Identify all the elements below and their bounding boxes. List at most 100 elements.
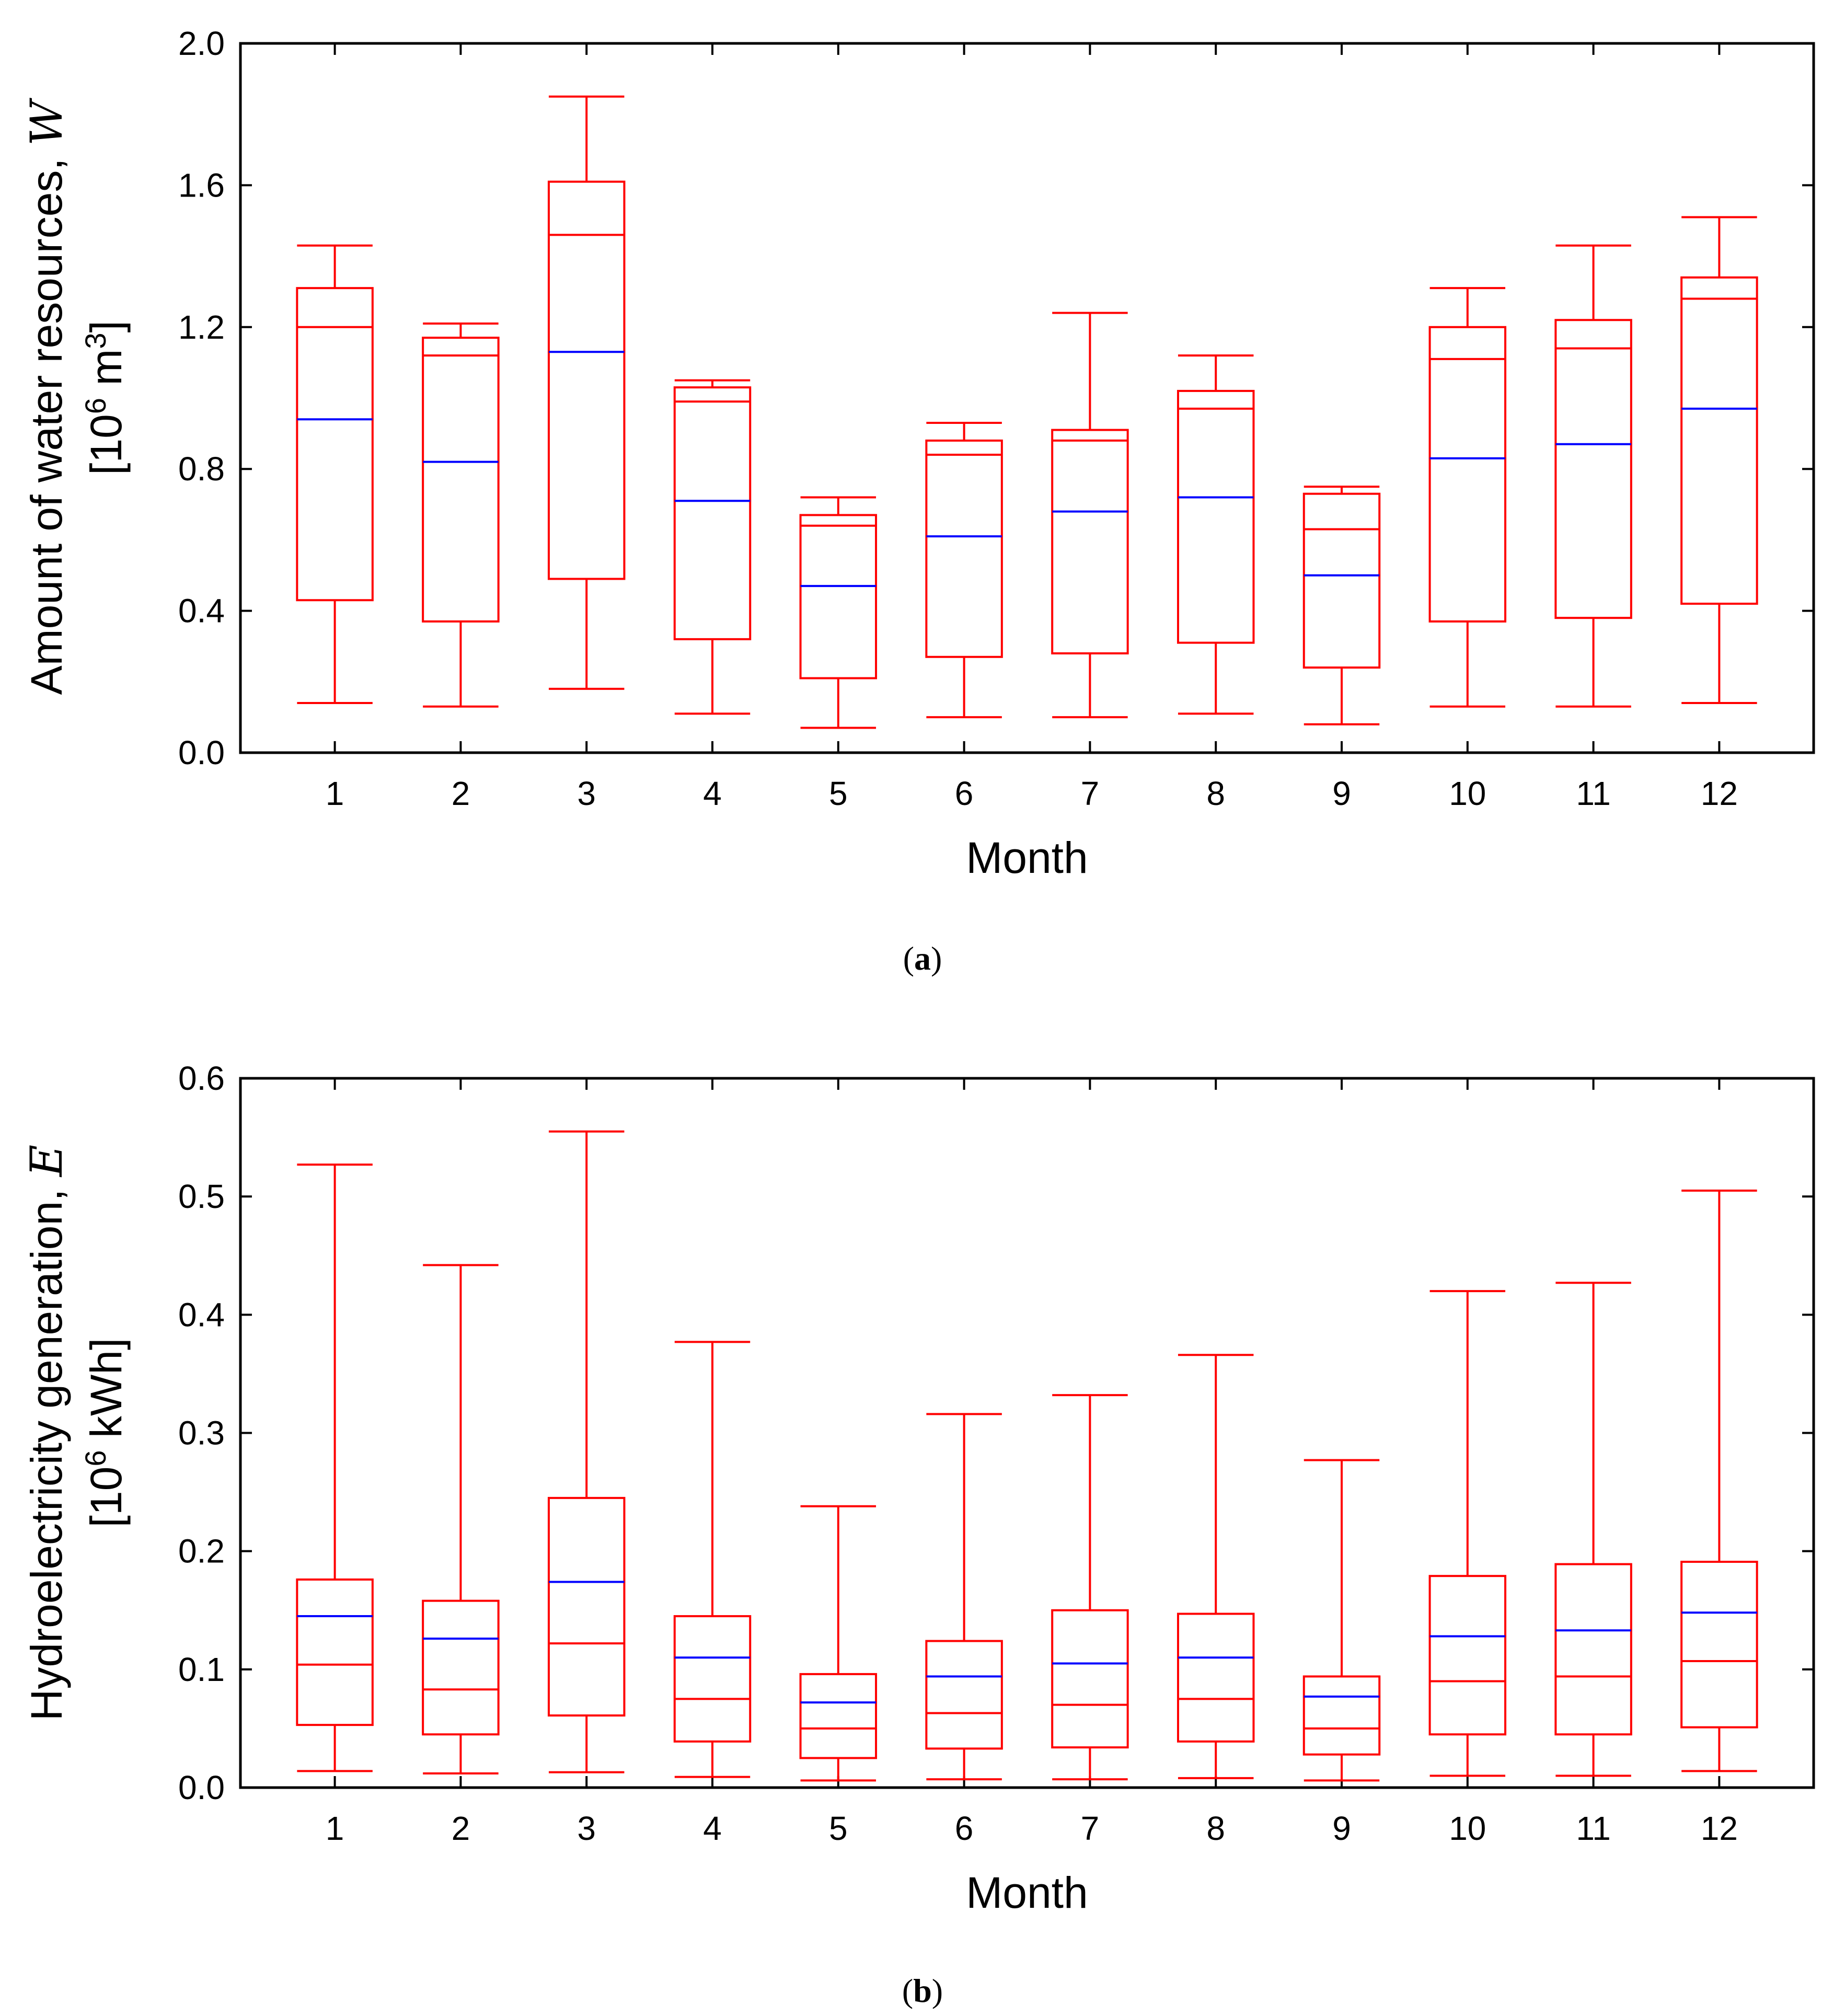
iqr-box: [925, 439, 1003, 658]
panel-a-y-unit-part-0: [10: [82, 414, 131, 475]
panel-b-caption-letter: b: [913, 1972, 932, 2009]
panel-b-box-month-5: [799, 1505, 878, 1782]
panel-a-boxes: [296, 95, 1758, 729]
panel-b-ticks: [240, 1077, 1814, 1789]
panel-a-x-tick-label: 6: [955, 775, 974, 812]
panel-b-y-unit-part-2: kWh]: [82, 1338, 131, 1450]
panel-a-y-tick-labels: 0.0 0.4 0.8 1.2 1.6 2.0: [178, 25, 225, 771]
panel-a-x-axis-title: Month: [966, 833, 1088, 882]
panel-b-y-tick-labels: 0.0 0.1 0.2 0.3 0.4 0.5 0.6: [178, 1059, 225, 1806]
panel-b-y-axis-title-text: Hydroelectricity generation,: [22, 1177, 71, 1721]
panel-b-x-tick-label: 12: [1701, 1810, 1738, 1847]
iqr-box: [673, 1615, 752, 1743]
panel-a-x-tick-label: 11: [1576, 775, 1610, 812]
panel-b-box-month-7: [1051, 1394, 1129, 1781]
panel-a-box-month-2: [422, 322, 500, 708]
panel-b-y-tick-label: 0.5: [178, 1178, 225, 1215]
panel-b-box-month-3: [547, 1130, 626, 1773]
panel-b-box-month-2: [422, 1264, 500, 1775]
iqr-box: [1051, 1609, 1129, 1749]
panel-a-box-month-6: [925, 421, 1003, 719]
panel-b-x-tick-label: 7: [1081, 1810, 1100, 1847]
iqr-box: [1177, 1612, 1255, 1743]
panel-a-y-tick-label: 2.0: [178, 25, 225, 62]
panel-a-y-unit-part-4: ]: [82, 320, 131, 332]
iqr-box: [1428, 326, 1507, 623]
iqr-box: [1554, 1563, 1632, 1736]
panel-a-x-tick-label: 2: [452, 775, 470, 812]
panel-a-caption-letter: a: [914, 940, 931, 977]
iqr-box: [799, 514, 878, 679]
iqr-box: [296, 1578, 374, 1726]
panel-b-caption: (b): [902, 1972, 943, 2009]
panel-a-x-tick-label: 12: [1701, 775, 1738, 812]
panel-b-y-axis-title-line1: Hydroelectricity generation, E: [21, 1145, 72, 1721]
panel-b-boxes: [296, 1130, 1758, 1782]
panel-a-caption: (a): [903, 940, 942, 977]
panel-b-y-axis-title-line2: [106 kWh]: [79, 1338, 131, 1528]
panel-b-plot-frame: [239, 1077, 1815, 1789]
panel-b-x-tick-label: 4: [703, 1810, 722, 1847]
panel-b-y-unit-part-0: [10: [82, 1467, 131, 1528]
iqr-box: [1680, 276, 1758, 605]
panel-b-box-month-4: [673, 1341, 752, 1778]
panel-b-y-tick-label: 0.2: [178, 1533, 225, 1570]
panel-b-x-tick-label: 3: [577, 1810, 596, 1847]
iqr-box: [1680, 1561, 1758, 1729]
panel-b-box-month-8: [1177, 1354, 1255, 1779]
panel-a-y-unit-part-2: m: [82, 349, 131, 398]
panel-a-x-tick-label: 10: [1449, 775, 1486, 812]
iqr-box: [547, 180, 626, 580]
panel-b-x-tick-label: 9: [1332, 1810, 1351, 1847]
iqr-box: [422, 1599, 500, 1736]
panel-b-box-month-10: [1428, 1290, 1507, 1777]
panel-a-x-tick-label: 3: [577, 775, 596, 812]
panel-a-y-tick-label: 1.6: [178, 166, 225, 204]
panel-a-y-axis-title-line2: [106 m3]: [79, 320, 131, 475]
panel-b-x-tick-label: 8: [1206, 1810, 1225, 1847]
panel-b-box-month-1: [296, 1163, 374, 1772]
panel-a-box-month-11: [1554, 244, 1632, 708]
panel-a-box-month-10: [1428, 287, 1507, 708]
iqr-box: [925, 1640, 1003, 1750]
panel-a-box-month-9: [1302, 486, 1381, 725]
panel-b-hydroelectricity: 0.00.10.20.30.40.50.6 1 2 3 4 5 6 7 8 9 10 11 12 Mo…: [21, 1059, 1815, 2009]
panel-b-x-axis-title: Month: [966, 1868, 1088, 1917]
panel-a-y-tick-label: 0.4: [178, 592, 225, 630]
panel-a-y-tick-label: 0.0: [178, 734, 225, 771]
panel-b-x-tick-label: 5: [829, 1810, 848, 1847]
panel-a-box-month-5: [799, 496, 878, 729]
panel-a-box-month-7: [1051, 312, 1129, 719]
panel-a-y-tick-label: 0.8: [178, 450, 225, 488]
panel-a-y-axis-title-line1: Amount of water resources, W: [21, 97, 72, 695]
panel-a-box-month-8: [1177, 354, 1255, 715]
iqr-box: [547, 1496, 626, 1717]
iqr-box: [296, 287, 374, 602]
iqr-box: [799, 1673, 878, 1759]
panel-b-box-month-11: [1554, 1282, 1632, 1777]
panel-b-x-tick-label: 10: [1449, 1810, 1486, 1847]
iqr-box: [1554, 319, 1632, 619]
iqr-box: [1302, 1675, 1381, 1756]
iqr-box: [1177, 389, 1255, 644]
panel-a-box-month-3: [547, 95, 626, 690]
panel-a-x-tick-label: 8: [1206, 775, 1225, 812]
panel-b-x-tick-label: 6: [955, 1810, 974, 1847]
panel-b-x-tick-label: 1: [326, 1810, 344, 1847]
iqr-box: [1051, 429, 1129, 655]
panel-a-y-unit-exp-3: 3: [79, 332, 112, 349]
panel-b-y-tick-label: 0.0: [178, 1769, 225, 1806]
iqr-box: [673, 386, 752, 640]
panel-b-x-tick-label: 11: [1576, 1810, 1610, 1847]
panel-a-y-axis-title-text: Amount of water resources,: [22, 146, 71, 695]
panel-b-y-tick-label: 0.1: [178, 1651, 225, 1688]
panel-a-box-month-12: [1680, 216, 1758, 705]
panel-b-y-axis-symbol: E: [21, 1145, 72, 1178]
panel-a-box-month-1: [296, 244, 374, 705]
panel-b-x-tick-labels: 1 2 3 4 5 6 7 8 9 10 11 12: [326, 1810, 1738, 1847]
panel-a-y-axis-symbol: W: [21, 97, 72, 146]
iqr-box: [1428, 1575, 1507, 1736]
panel-a-ticks: [240, 42, 1814, 754]
panel-a-x-tick-label: 9: [1332, 775, 1351, 812]
